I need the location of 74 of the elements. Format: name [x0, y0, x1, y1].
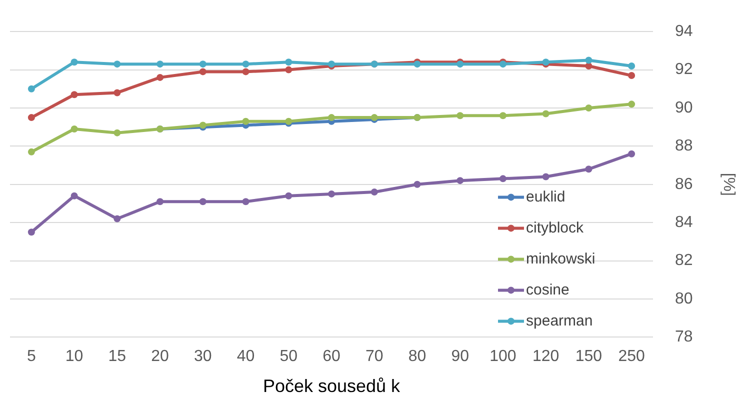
point	[28, 148, 35, 156]
point	[114, 215, 121, 222]
point	[370, 188, 378, 196]
x-tick-label: 150	[575, 348, 602, 366]
point	[542, 173, 550, 180]
point	[628, 100, 636, 108]
point	[156, 198, 164, 206]
point	[199, 60, 206, 68]
point	[242, 68, 250, 76]
point	[628, 72, 636, 80]
legend-label: minkowski	[526, 250, 596, 268]
x-tick-label: 30	[194, 348, 212, 366]
point	[628, 62, 636, 70]
y-tick-label: 88	[675, 138, 693, 155]
y-axis-title: [%]	[720, 172, 737, 196]
point	[285, 58, 292, 66]
x-tick-label: 100	[490, 348, 516, 366]
point	[628, 150, 636, 158]
point	[285, 66, 292, 74]
x-tick-label: 5	[26, 348, 36, 366]
x-axis-title: Poček sousedů k	[262, 376, 402, 396]
x-tick-label: 10	[65, 348, 84, 366]
point	[114, 129, 121, 136]
x-tick-label: 60	[322, 348, 340, 366]
point	[328, 114, 335, 122]
point	[242, 118, 250, 125]
point	[585, 62, 592, 70]
point	[499, 175, 506, 182]
point	[285, 192, 292, 200]
legend-label: euklid	[526, 188, 566, 206]
point	[156, 60, 164, 68]
point	[414, 180, 421, 188]
point	[585, 166, 592, 173]
point	[70, 192, 78, 200]
y-tick-label: 90	[675, 99, 693, 116]
point	[70, 58, 78, 66]
x-tick-label: 20	[151, 348, 170, 366]
point	[70, 126, 78, 133]
y-tick-label: 80	[675, 290, 693, 308]
legend-label: cityblock	[526, 219, 584, 236]
x-tick-label: 80	[408, 348, 426, 366]
legend-label: cosine	[526, 281, 570, 298]
point	[114, 60, 121, 68]
point	[199, 68, 206, 76]
point	[156, 74, 164, 81]
x-tick-label: 15	[108, 348, 126, 366]
y-tick-label: 92	[675, 61, 693, 78]
x-tick-label: 250	[618, 348, 646, 366]
x-tick-label: 90	[451, 348, 470, 366]
y-tick-label: 78	[675, 328, 693, 346]
x-tick-label: 40	[236, 348, 255, 366]
point	[542, 110, 550, 118]
point	[328, 190, 335, 198]
point	[114, 89, 121, 96]
legend-label: spearman	[526, 312, 593, 330]
x-tick-label: 70	[365, 348, 384, 366]
point	[242, 198, 250, 206]
y-tick-label: 84	[675, 214, 693, 232]
y-tick-label: 94	[675, 23, 693, 40]
point	[585, 104, 592, 112]
point	[28, 114, 35, 122]
point	[585, 56, 592, 64]
point	[456, 177, 464, 184]
point	[28, 228, 35, 236]
point	[242, 60, 250, 68]
point	[199, 198, 206, 206]
x-tick-label: 50	[280, 348, 298, 366]
y-tick-label: 86	[675, 176, 693, 193]
point	[499, 112, 506, 120]
y-tick-label: 82	[675, 252, 693, 270]
point	[70, 91, 78, 98]
x-tick-label: 120	[532, 348, 560, 366]
point	[456, 112, 464, 120]
point	[28, 85, 35, 92]
